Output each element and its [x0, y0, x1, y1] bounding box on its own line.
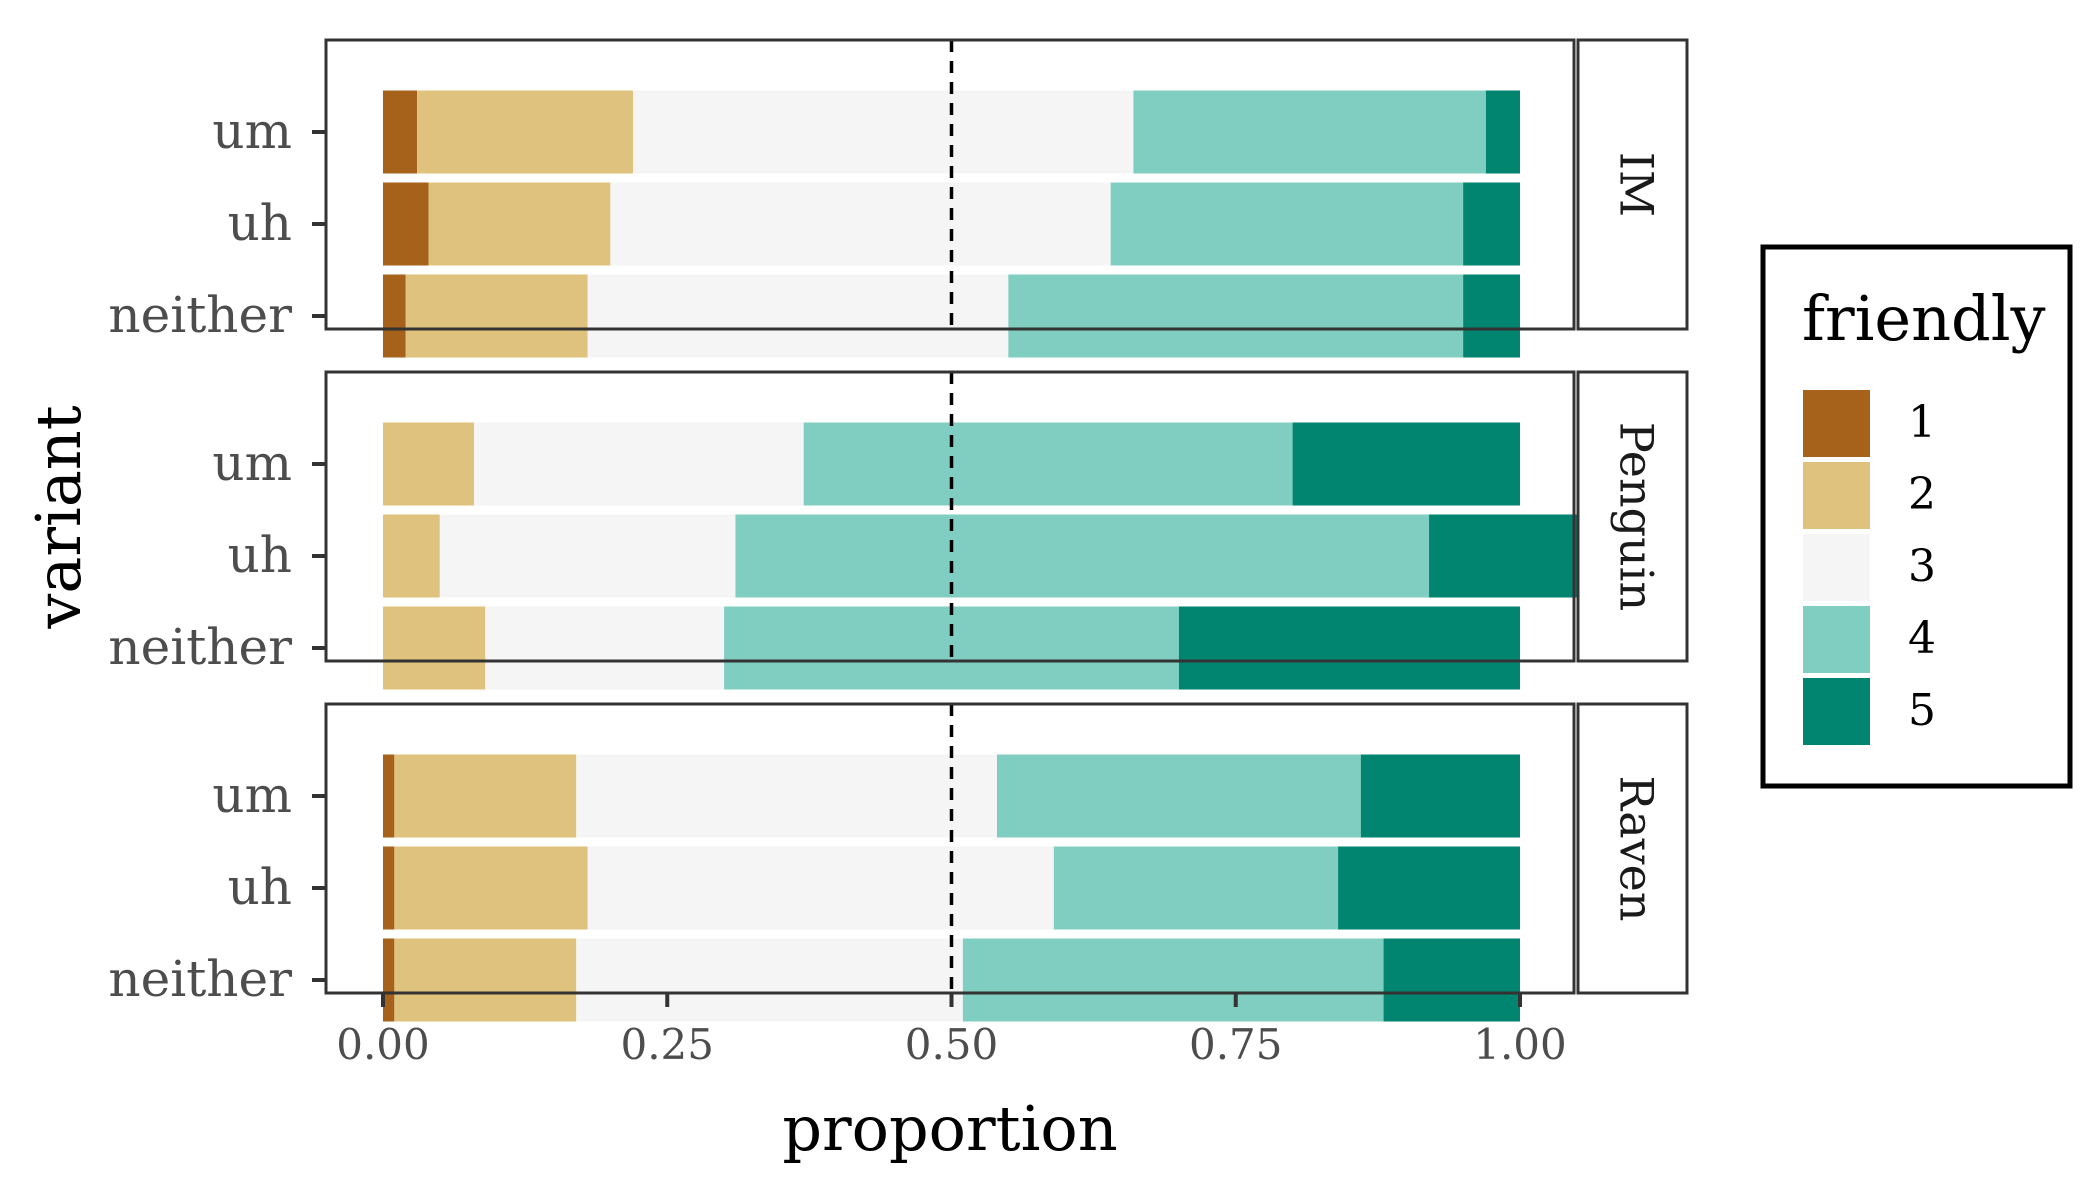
bar-segment-penguin-neither-level-3 [485, 606, 725, 690]
bar-segment-im-neither-level-2 [405, 274, 588, 358]
bar-segment-penguin-uh-level-4 [735, 514, 1430, 598]
bar-segment-raven-uh-level-5 [1338, 846, 1520, 930]
legend-key-4 [1803, 606, 1870, 673]
bar-segment-im-neither-level-3 [587, 274, 1009, 358]
facet-panel-im: um uh neither IM [108, 38, 1689, 358]
bar-segment-im-neither-level-4 [1008, 274, 1464, 358]
bar-segment-penguin-um-level-5 [1292, 422, 1520, 506]
bar-segment-penguin-uh-level-2 [383, 514, 440, 598]
legend-label-4: 4 [1908, 613, 1936, 664]
x-tick-label: 0.00 [336, 1020, 430, 1069]
facet-strip [1576, 38, 1689, 331]
bar-segment-im-neither-level-1 [383, 274, 406, 358]
bar-segment-im-um-level-4 [1133, 90, 1486, 174]
bar-segment-penguin-neither-level-2 [383, 606, 486, 690]
bar-segment-im-uh-level-5 [1463, 182, 1520, 266]
legend-label-1: 1 [1908, 397, 1936, 448]
panel-border [324, 370, 1576, 663]
bar-segment-im-uh-level-1 [383, 182, 429, 266]
bar-segment-im-um-level-3 [633, 90, 1134, 174]
x-axis: 0.00 0.25 0.50 0.75 1.00 [336, 993, 1567, 1069]
bar-segment-raven-um-level-3 [576, 754, 997, 838]
bar-segment-im-um-level-1 [383, 90, 418, 174]
bar-segment-raven-neither-level-1 [383, 938, 395, 1022]
x-tick-label: 0.50 [905, 1020, 999, 1069]
y-tick-label: uh [228, 194, 292, 252]
legend-key-5 [1803, 678, 1870, 745]
bar-segment-im-uh-level-2 [428, 182, 611, 266]
facet-panel-penguin: um uh neither Penguin [108, 370, 1689, 690]
y-tick-label: uh [228, 858, 292, 916]
legend-items: 1 2 3 4 5 [1803, 390, 1936, 745]
y-tick-label: um [212, 102, 292, 160]
y-tick-label: um [212, 766, 292, 824]
y-tick-label: um [212, 434, 292, 492]
facet-panels: um uh neither IM um uh neither Penguin um uh neith… [108, 38, 1689, 1022]
facet-panel-raven: um uh neither Raven [108, 702, 1689, 1022]
facet-strip-label: Penguin [1610, 422, 1664, 611]
legend-key-3 [1803, 534, 1870, 601]
facet-strip-label: IM [1610, 152, 1664, 217]
bar-segment-raven-neither-level-5 [1383, 938, 1520, 1022]
panel-border [324, 38, 1576, 331]
bar-segment-penguin-uh-level-3 [439, 514, 736, 598]
facet-strip [1576, 370, 1689, 663]
legend-label-5: 5 [1908, 685, 1936, 736]
bar-segment-raven-um-level-5 [1360, 754, 1520, 838]
bar-segment-raven-uh-level-4 [1053, 846, 1339, 930]
legend-key-1 [1803, 390, 1870, 457]
legend-label-3: 3 [1908, 541, 1936, 592]
bar-segment-im-um-level-2 [417, 90, 634, 174]
bar-segment-penguin-um-level-4 [803, 422, 1293, 506]
y-tick-label: neither [108, 286, 292, 344]
bar-segment-penguin-um-level-2 [383, 422, 474, 506]
facet-strip [1576, 702, 1689, 995]
facet-strip-label: Raven [1610, 776, 1664, 922]
legend-title: friendly [1802, 282, 2046, 355]
bar-segment-im-uh-level-3 [610, 182, 1111, 266]
bar-segment-im-neither-level-5 [1463, 274, 1520, 358]
bar-segment-raven-uh-level-1 [383, 846, 395, 930]
legend-label-2: 2 [1908, 469, 1936, 520]
x-tick-label: 1.00 [1473, 1020, 1567, 1069]
bar-segment-raven-neither-level-4 [962, 938, 1384, 1022]
bar-segment-raven-um-level-4 [996, 754, 1361, 838]
y-axis-title: variant [22, 405, 95, 629]
legend: friendly 1 2 3 4 5 [1760, 244, 2073, 789]
bar-segment-raven-um-level-1 [383, 754, 395, 838]
bar-segment-im-um-level-5 [1485, 90, 1520, 174]
bar-segment-raven-uh-level-2 [394, 846, 588, 930]
bar-segment-raven-uh-level-3 [587, 846, 1054, 930]
bar-segment-raven-neither-level-3 [576, 938, 963, 1022]
bar-segment-penguin-neither-level-5 [1178, 606, 1520, 690]
bar-segment-raven-um-level-2 [394, 754, 577, 838]
y-tick-label: uh [228, 526, 292, 584]
x-tick-label: 0.75 [1189, 1020, 1283, 1069]
y-tick-label: neither [108, 950, 292, 1008]
x-tick-label: 0.25 [620, 1020, 714, 1069]
legend-key-2 [1803, 462, 1870, 529]
x-axis-title: proportion [782, 1092, 1117, 1165]
y-tick-label: neither [108, 618, 292, 676]
bar-segment-raven-neither-level-2 [394, 938, 577, 1022]
bar-segment-penguin-um-level-3 [473, 422, 804, 506]
bar-segment-im-uh-level-4 [1110, 182, 1464, 266]
